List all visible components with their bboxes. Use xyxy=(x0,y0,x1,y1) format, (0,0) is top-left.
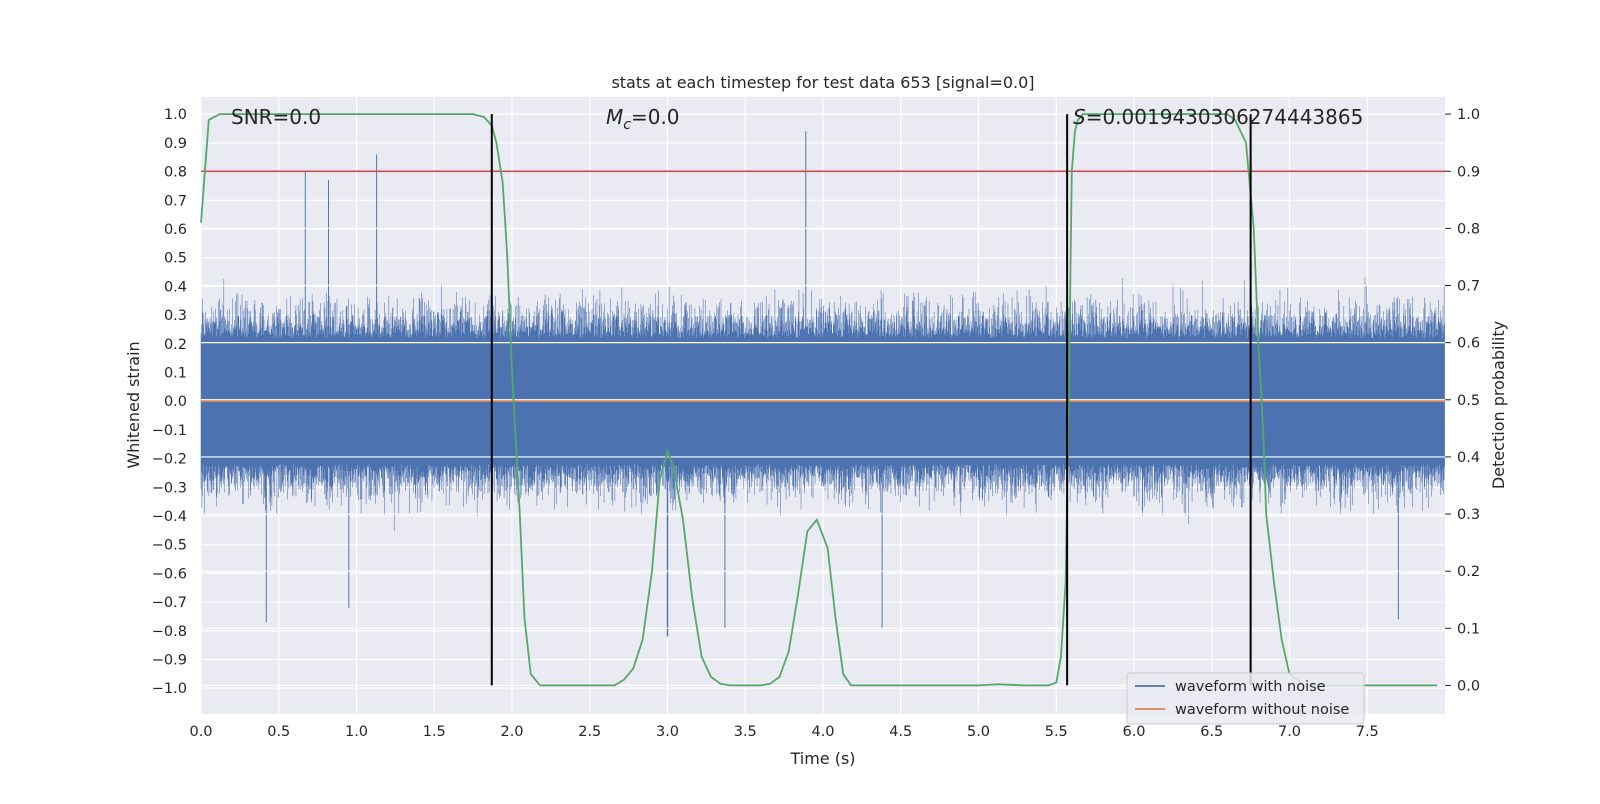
y2-tick-label: 0.0 xyxy=(1457,678,1480,694)
legend: waveform with noise waveform without noi… xyxy=(1126,672,1365,725)
snr-annotation: SNR=0.0 xyxy=(231,105,321,129)
y-tick-label: 0.6 xyxy=(164,222,187,238)
x-tick-labels: 0.0 0.5 1.0 1.5 2.0 2.5 3.0 3.5 4.0 4.5 5.0 5.5 6.0 6… xyxy=(189,724,1378,740)
y2-tick-label: 0.9 xyxy=(1457,164,1480,180)
x-tick-label: 5.5 xyxy=(1045,724,1068,740)
x-tick-label: 3.5 xyxy=(734,724,757,740)
s-annotation: S=0.001943030627444386​5 xyxy=(1073,105,1363,129)
vertical-markers xyxy=(490,114,1252,686)
mc-annotation: Mc=0.0 xyxy=(606,105,680,133)
x-tick-label: 0.0 xyxy=(189,724,212,740)
y-tick-label: 0.4 xyxy=(164,279,187,295)
legend-label-clean: waveform without noise xyxy=(1175,702,1349,718)
y2-tick-label: 0.6 xyxy=(1457,336,1480,352)
y-tick-label: −0.2 xyxy=(152,452,187,468)
y-tick-label: −0.3 xyxy=(152,480,187,496)
y2-tick-label: 0.5 xyxy=(1457,393,1480,409)
x-tick-label: 5.0 xyxy=(967,724,990,740)
y-tick-label: −0.4 xyxy=(152,509,187,525)
mc-value: =0.0 xyxy=(631,105,680,129)
y-axis-label: Whitened strain xyxy=(124,341,143,468)
mc-symbol: M xyxy=(606,105,623,129)
x-tick-label: 6.0 xyxy=(1122,724,1145,740)
y-tick-label: −0.1 xyxy=(152,423,187,439)
x-tick-label: 6.5 xyxy=(1200,724,1223,740)
y-tick-label: −0.5 xyxy=(152,538,187,554)
y2-tick-label: 0.4 xyxy=(1457,450,1480,466)
y-tick-labels: −1.0 −0.9 −0.8 −0.7 −0.6 −0.5 −0.4 −0.3 −0.2 −0.1… xyxy=(152,107,187,697)
x-tick-label: 2.0 xyxy=(500,724,523,740)
y2-tick-label: 0.8 xyxy=(1457,221,1480,237)
x-tick-label: 2.5 xyxy=(578,724,601,740)
y2-tick-label: 0.1 xyxy=(1457,621,1480,637)
y-tick-label: 0.0 xyxy=(164,394,187,410)
y-tick-label: −0.8 xyxy=(152,624,187,640)
y-tick-label: 0.3 xyxy=(164,308,187,324)
x-tick-label: 1.0 xyxy=(345,724,368,740)
y-tick-label: 1.0 xyxy=(164,107,187,123)
y2-tick-label: 0.2 xyxy=(1457,564,1480,580)
y2-tick-labels: 0.0 0.1 0.2 0.3 0.4 0.5 0.6 0.7 0.8 0.9 1.0 xyxy=(1445,107,1480,694)
mc-subscript: c xyxy=(623,117,631,133)
y-tick-label: 0.8 xyxy=(164,165,187,181)
detection-probability-line xyxy=(200,113,1438,687)
s-value: =0.001943030627444386​5 xyxy=(1086,105,1364,129)
chart-title: stats at each timestep for test data 653… xyxy=(611,73,1034,92)
x-tick-label: 4.5 xyxy=(889,724,912,740)
y2-tick-label: 1.0 xyxy=(1457,107,1480,123)
y-tick-label: −1.0 xyxy=(152,681,187,697)
y-tick-label: −0.9 xyxy=(152,652,187,668)
y-tick-label: 0.7 xyxy=(164,193,187,209)
y-tick-label: 0.2 xyxy=(164,337,187,353)
y-tick-label: −0.6 xyxy=(152,566,187,582)
s-symbol: S xyxy=(1073,105,1086,129)
x-tick-label: 1.5 xyxy=(423,724,446,740)
y-tick-label: −0.7 xyxy=(152,595,187,611)
x-axis-label: Time (s) xyxy=(789,749,855,768)
x-tick-label: 0.5 xyxy=(267,724,290,740)
legend-box xyxy=(1126,672,1365,725)
y-tick-label: 0.1 xyxy=(164,365,187,381)
y-tick-label: 0.5 xyxy=(164,251,187,267)
y2-tick-label: 0.7 xyxy=(1457,279,1480,295)
x-tick-label: 7.5 xyxy=(1356,724,1379,740)
x-tick-label: 3.0 xyxy=(656,724,679,740)
y2-axis-label: Detection probability xyxy=(1489,321,1508,489)
y-tick-label: 0.9 xyxy=(164,136,187,152)
y2-tick-label: 0.3 xyxy=(1457,507,1480,523)
x-tick-label: 7.0 xyxy=(1278,724,1301,740)
legend-label-noise: waveform with noise xyxy=(1175,679,1326,695)
x-tick-label: 4.0 xyxy=(811,724,834,740)
